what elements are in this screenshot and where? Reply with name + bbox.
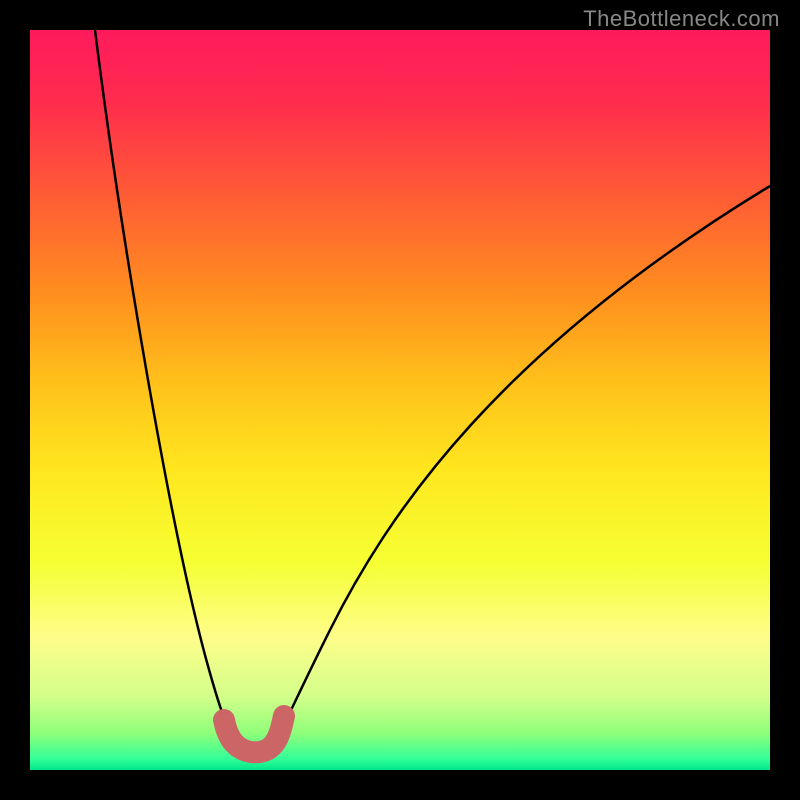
chart-container: TheBottleneck.com xyxy=(0,0,800,800)
plot-svg xyxy=(30,30,770,770)
watermark-text: TheBottleneck.com xyxy=(583,6,780,32)
gradient-background xyxy=(30,30,770,770)
plot-area xyxy=(30,30,770,770)
